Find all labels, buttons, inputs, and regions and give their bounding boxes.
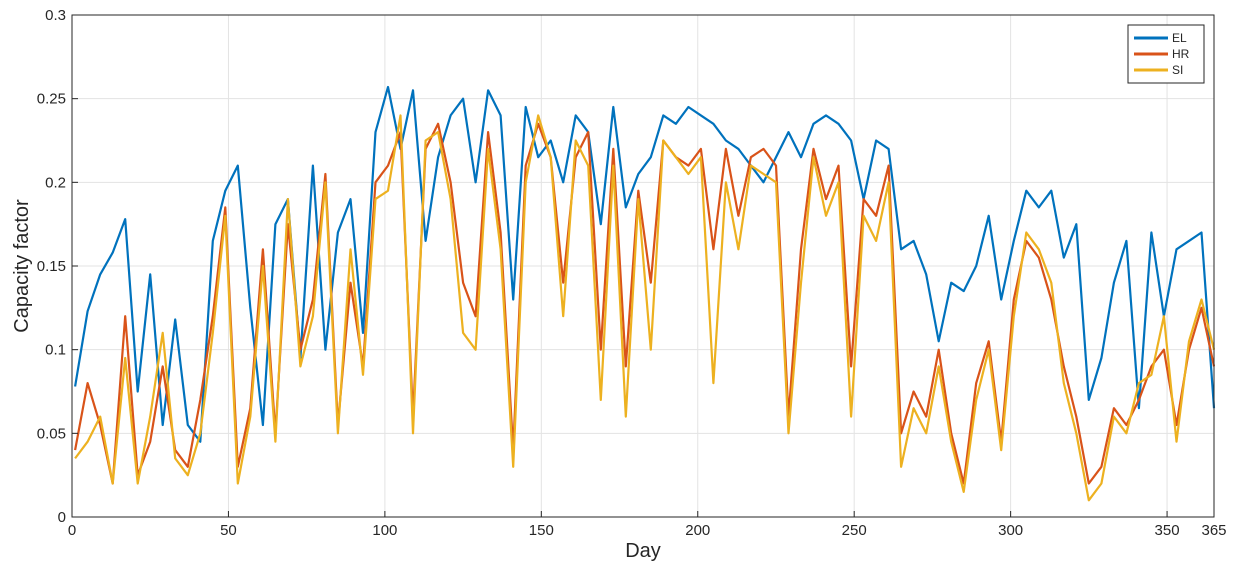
x-tick-label: 100 — [372, 522, 397, 539]
x-tick-label: 150 — [529, 522, 554, 539]
x-tick-label: 365 — [1201, 522, 1226, 539]
x-tick-label: 250 — [842, 522, 867, 539]
y-axis-label: Capacity factor — [11, 199, 33, 333]
y-tick-label: 0.2 — [45, 174, 66, 191]
series-layer — [74, 85, 1216, 502]
legend-label: HR — [1172, 47, 1190, 61]
legend-label: EL — [1172, 31, 1187, 45]
x-tick-label: 200 — [685, 522, 710, 539]
x-axis-label: Day — [625, 540, 661, 562]
series-line-el — [74, 85, 1216, 443]
x-tick-label: 300 — [998, 522, 1023, 539]
legend-label: SI — [1172, 63, 1183, 77]
y-tick-label: 0.1 — [45, 342, 66, 359]
y-tick-label: 0 — [58, 509, 66, 526]
y-tick-label: 0.25 — [37, 91, 66, 108]
tick-layer: 0 50 100 150 200 250 300 350 365 0 0.05 0.1 0.15 0.2 0… — [37, 7, 1227, 539]
x-tick-label: 0 — [68, 522, 76, 539]
legend: EL HR SI — [1127, 24, 1205, 84]
x-tick-label: 350 — [1155, 522, 1180, 539]
y-tick-label: 0.15 — [37, 258, 66, 275]
y-tick-label: 0.05 — [37, 425, 66, 442]
x-tick-label: 50 — [220, 522, 237, 539]
series-line-si — [74, 114, 1216, 502]
y-tick-label: 0.3 — [45, 7, 66, 24]
